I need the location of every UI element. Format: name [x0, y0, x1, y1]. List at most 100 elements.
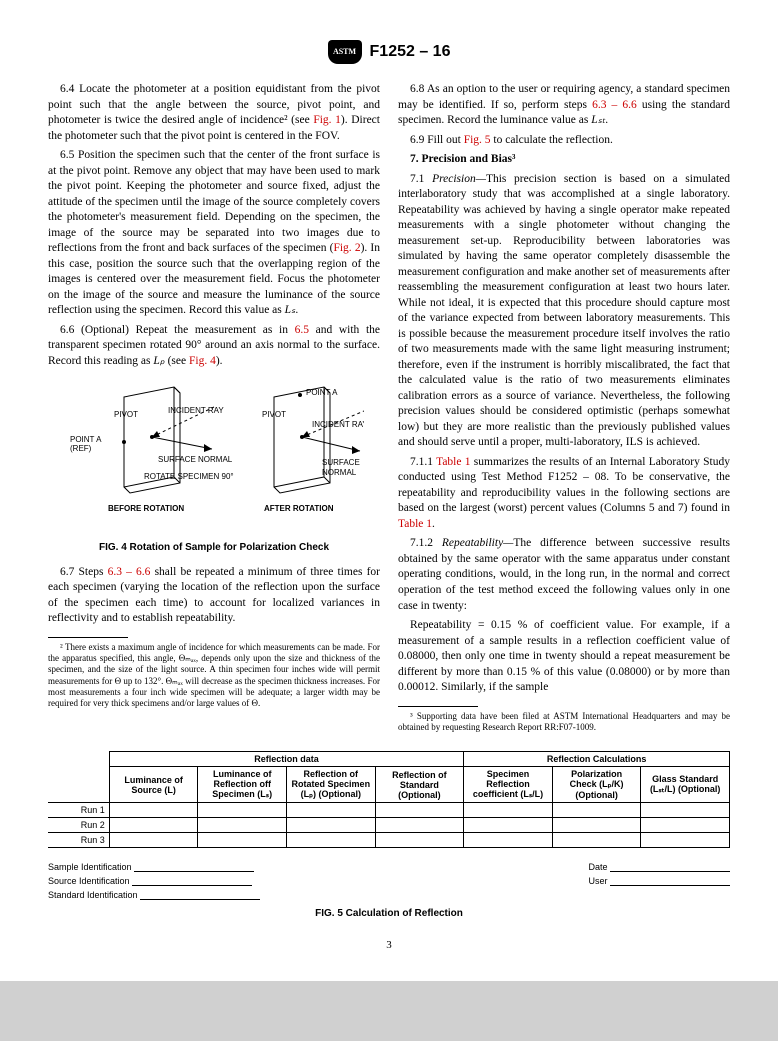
fig5-caption: FIG. 5 Calculation of Reflection [48, 908, 730, 919]
row-label: Run 1 [48, 803, 109, 818]
label: Source Identification [48, 876, 130, 886]
ref-6-3-6-6b: 6.3 – 6.6 [592, 99, 637, 111]
cell[interactable] [552, 833, 641, 848]
footnote-3-block: ³ Supporting data have been filed at AST… [398, 706, 730, 734]
meta-standard-id: Standard Identification [48, 890, 260, 900]
meta-sample-id: Sample Identification [48, 862, 260, 872]
text: ). [216, 355, 223, 367]
fill-line[interactable] [134, 871, 254, 872]
cell[interactable] [109, 803, 198, 818]
para-6-8: 6.8 As an option to the user or requirin… [398, 82, 730, 129]
svg-text:INCIDENT RAY: INCIDENT RAY [168, 406, 224, 415]
para-6-7: 6.7 Steps 6.3 – 6.6 shall be repeated a … [48, 565, 380, 627]
ref-table-1b: Table 1 [398, 518, 432, 530]
var-lp: Lₚ [153, 355, 164, 367]
text: This precision section is based on a sim… [398, 173, 730, 449]
para-6-4: 6.4 Locate the photometer at a position … [48, 82, 380, 144]
figure-5: Reflection data Reflection Calculations … [48, 751, 730, 919]
svg-text:SURFACE NORMAL: SURFACE NORMAL [158, 455, 233, 464]
page-number: 3 [48, 939, 730, 951]
figure-4: POINT A (REF) PIVOT INCIDENT RAY SURFACE… [48, 377, 380, 555]
cell[interactable] [287, 803, 376, 818]
label: Sample Identification [48, 862, 132, 872]
cell[interactable] [198, 818, 287, 833]
text: 7.1 [410, 173, 432, 185]
fill-line[interactable] [610, 871, 730, 872]
cell[interactable] [552, 803, 641, 818]
fill-line[interactable] [610, 885, 730, 886]
text: 6.6 (Optional) Repeat the measurement as… [60, 324, 295, 336]
cell[interactable] [641, 818, 730, 833]
svg-text:PIVOT: PIVOT [114, 410, 138, 419]
text: . [432, 518, 435, 530]
svg-text:AFTER ROTATION: AFTER ROTATION [264, 504, 334, 513]
svg-text:SURFACE: SURFACE [322, 458, 360, 467]
ref-fig-1: Fig. 1 [313, 114, 341, 126]
cell[interactable] [375, 818, 464, 833]
meta-col-right: Date User [588, 862, 730, 904]
cell[interactable] [198, 803, 287, 818]
text: 6.7 Steps [60, 566, 108, 578]
fig4-svg: POINT A (REF) PIVOT INCIDENT RAY SURFACE… [64, 377, 364, 537]
cell[interactable] [464, 818, 553, 833]
cell[interactable] [109, 818, 198, 833]
meta-col-left: Sample Identification Source Identificat… [48, 862, 260, 904]
fill-line[interactable] [140, 899, 260, 900]
cell[interactable] [109, 833, 198, 848]
para-6-9: 6.9 Fill out Fig. 5 to calculate the ref… [398, 133, 730, 149]
col-reflection-standard: Reflection of Standard (Optional) [375, 767, 464, 803]
para-6-5: 6.5 Position the specimen such that the … [48, 148, 380, 319]
text: . [605, 114, 608, 126]
var-ls: Lₛ [285, 304, 296, 316]
cell[interactable] [375, 803, 464, 818]
fill-line[interactable] [132, 885, 252, 886]
meta-source-id: Source Identification [48, 876, 260, 886]
cell[interactable] [375, 833, 464, 848]
ref-6-3-6-6a: 6.3 – 6.6 [108, 566, 151, 578]
cell[interactable] [287, 833, 376, 848]
ref-fig-2: Fig. 2 [333, 242, 360, 254]
logo-text: ASTM [333, 48, 356, 56]
col-luminance-reflection: Luminance of Reflection off Specimen (Lₛ… [198, 767, 287, 803]
footnote-2: ² There exists a maximum angle of incide… [48, 642, 380, 710]
svg-text:POINT A: POINT A [70, 435, 102, 444]
cell[interactable] [198, 833, 287, 848]
para-6-6: 6.6 (Optional) Repeat the measurement as… [48, 323, 380, 370]
svg-text:POINT A: POINT A [306, 388, 338, 397]
blank-cell [48, 752, 109, 767]
label-precision: Precision— [432, 173, 486, 185]
meta-user: User [588, 876, 730, 886]
text: . [295, 304, 298, 316]
text: (see [165, 355, 189, 367]
cell[interactable] [641, 833, 730, 848]
cell[interactable] [464, 803, 553, 818]
col-reflection-rotated: Reflection of Rotated Specimen (Lₚ) (Opt… [287, 767, 376, 803]
section-7-title: 7. Precision and Bias³ [398, 152, 730, 168]
group-reflection-calc: Reflection Calculations [464, 752, 730, 767]
ref-fig-4: Fig. 4 [189, 355, 216, 367]
cell[interactable] [641, 803, 730, 818]
row-label: Run 3 [48, 833, 109, 848]
ref-table-1a: Table 1 [436, 456, 470, 468]
fig4-caption: FIG. 4 Rotation of Sample for Polarizati… [48, 541, 380, 555]
para-7-1: 7.1 Precision—This precision section is … [398, 172, 730, 451]
col-glass-standard: Glass Standard (Lₛₜ/L) (Optional) [641, 767, 730, 803]
doc-id: F1252 – 16 [370, 43, 451, 61]
para-repeatability-example: Repeatability = 0.15 % of coefficient va… [398, 618, 730, 696]
row-label: Run 2 [48, 818, 109, 833]
col-polarization-check: Polarization Check (Lₚ/K) (Optional) [552, 767, 641, 803]
fig5-table: Reflection data Reflection Calculations … [48, 751, 730, 848]
col-luminance-source: Luminance of Source (L) [109, 767, 198, 803]
astm-logo-icon: ASTM [328, 40, 362, 64]
svg-text:NORMAL: NORMAL [322, 468, 357, 477]
cell[interactable] [287, 818, 376, 833]
svg-text:BEFORE ROTATION: BEFORE ROTATION [108, 504, 184, 513]
svg-text:(REF): (REF) [70, 444, 92, 453]
cell[interactable] [552, 818, 641, 833]
cell[interactable] [464, 833, 553, 848]
svg-text:INCIDENT RAY: INCIDENT RAY [312, 420, 364, 429]
page: ASTM F1252 – 16 6.4 Locate the photomete… [0, 0, 778, 981]
ref-6-5: 6.5 [295, 324, 309, 336]
col-specimen-coefficient: Specimen Reflection coefficient (Lₛ/L) [464, 767, 553, 803]
text: to calculate the reflection. [491, 134, 613, 146]
